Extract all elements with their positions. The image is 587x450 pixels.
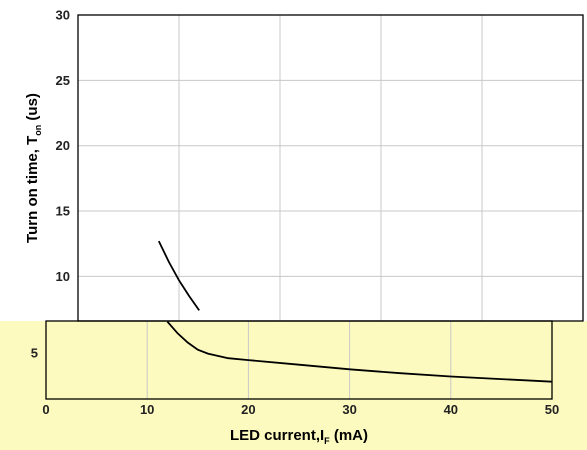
y-tick-label: 10: [56, 269, 70, 284]
upper-background: [0, 0, 587, 321]
x-axis-title: LED current,IF (mA): [230, 427, 368, 446]
y-tick-label: 5: [31, 345, 38, 360]
y-tick-label: 25: [56, 73, 70, 88]
y-tick-label: 30: [56, 8, 70, 23]
x-tick-label: 50: [545, 402, 559, 417]
y-axis-title: Turn on time, Ton (us): [24, 93, 43, 243]
x-tick-label: 30: [342, 402, 356, 417]
x-tick-label: 40: [444, 402, 458, 417]
x-tick-label: 0: [42, 402, 49, 417]
x-axis-title-unit: (mA): [330, 427, 368, 444]
x-tick-label: 10: [140, 402, 154, 417]
x-tick-label: 20: [241, 402, 255, 417]
y-axis-title-main: Turn on time, T: [24, 136, 41, 243]
y-axis-title-unit: (us): [24, 93, 41, 125]
y-axis-title-subscript: on: [33, 125, 43, 136]
y-tick-label: 20: [56, 138, 70, 153]
x-axis-title-main: LED current,I: [230, 427, 324, 444]
y-tick-label: 15: [56, 204, 70, 219]
